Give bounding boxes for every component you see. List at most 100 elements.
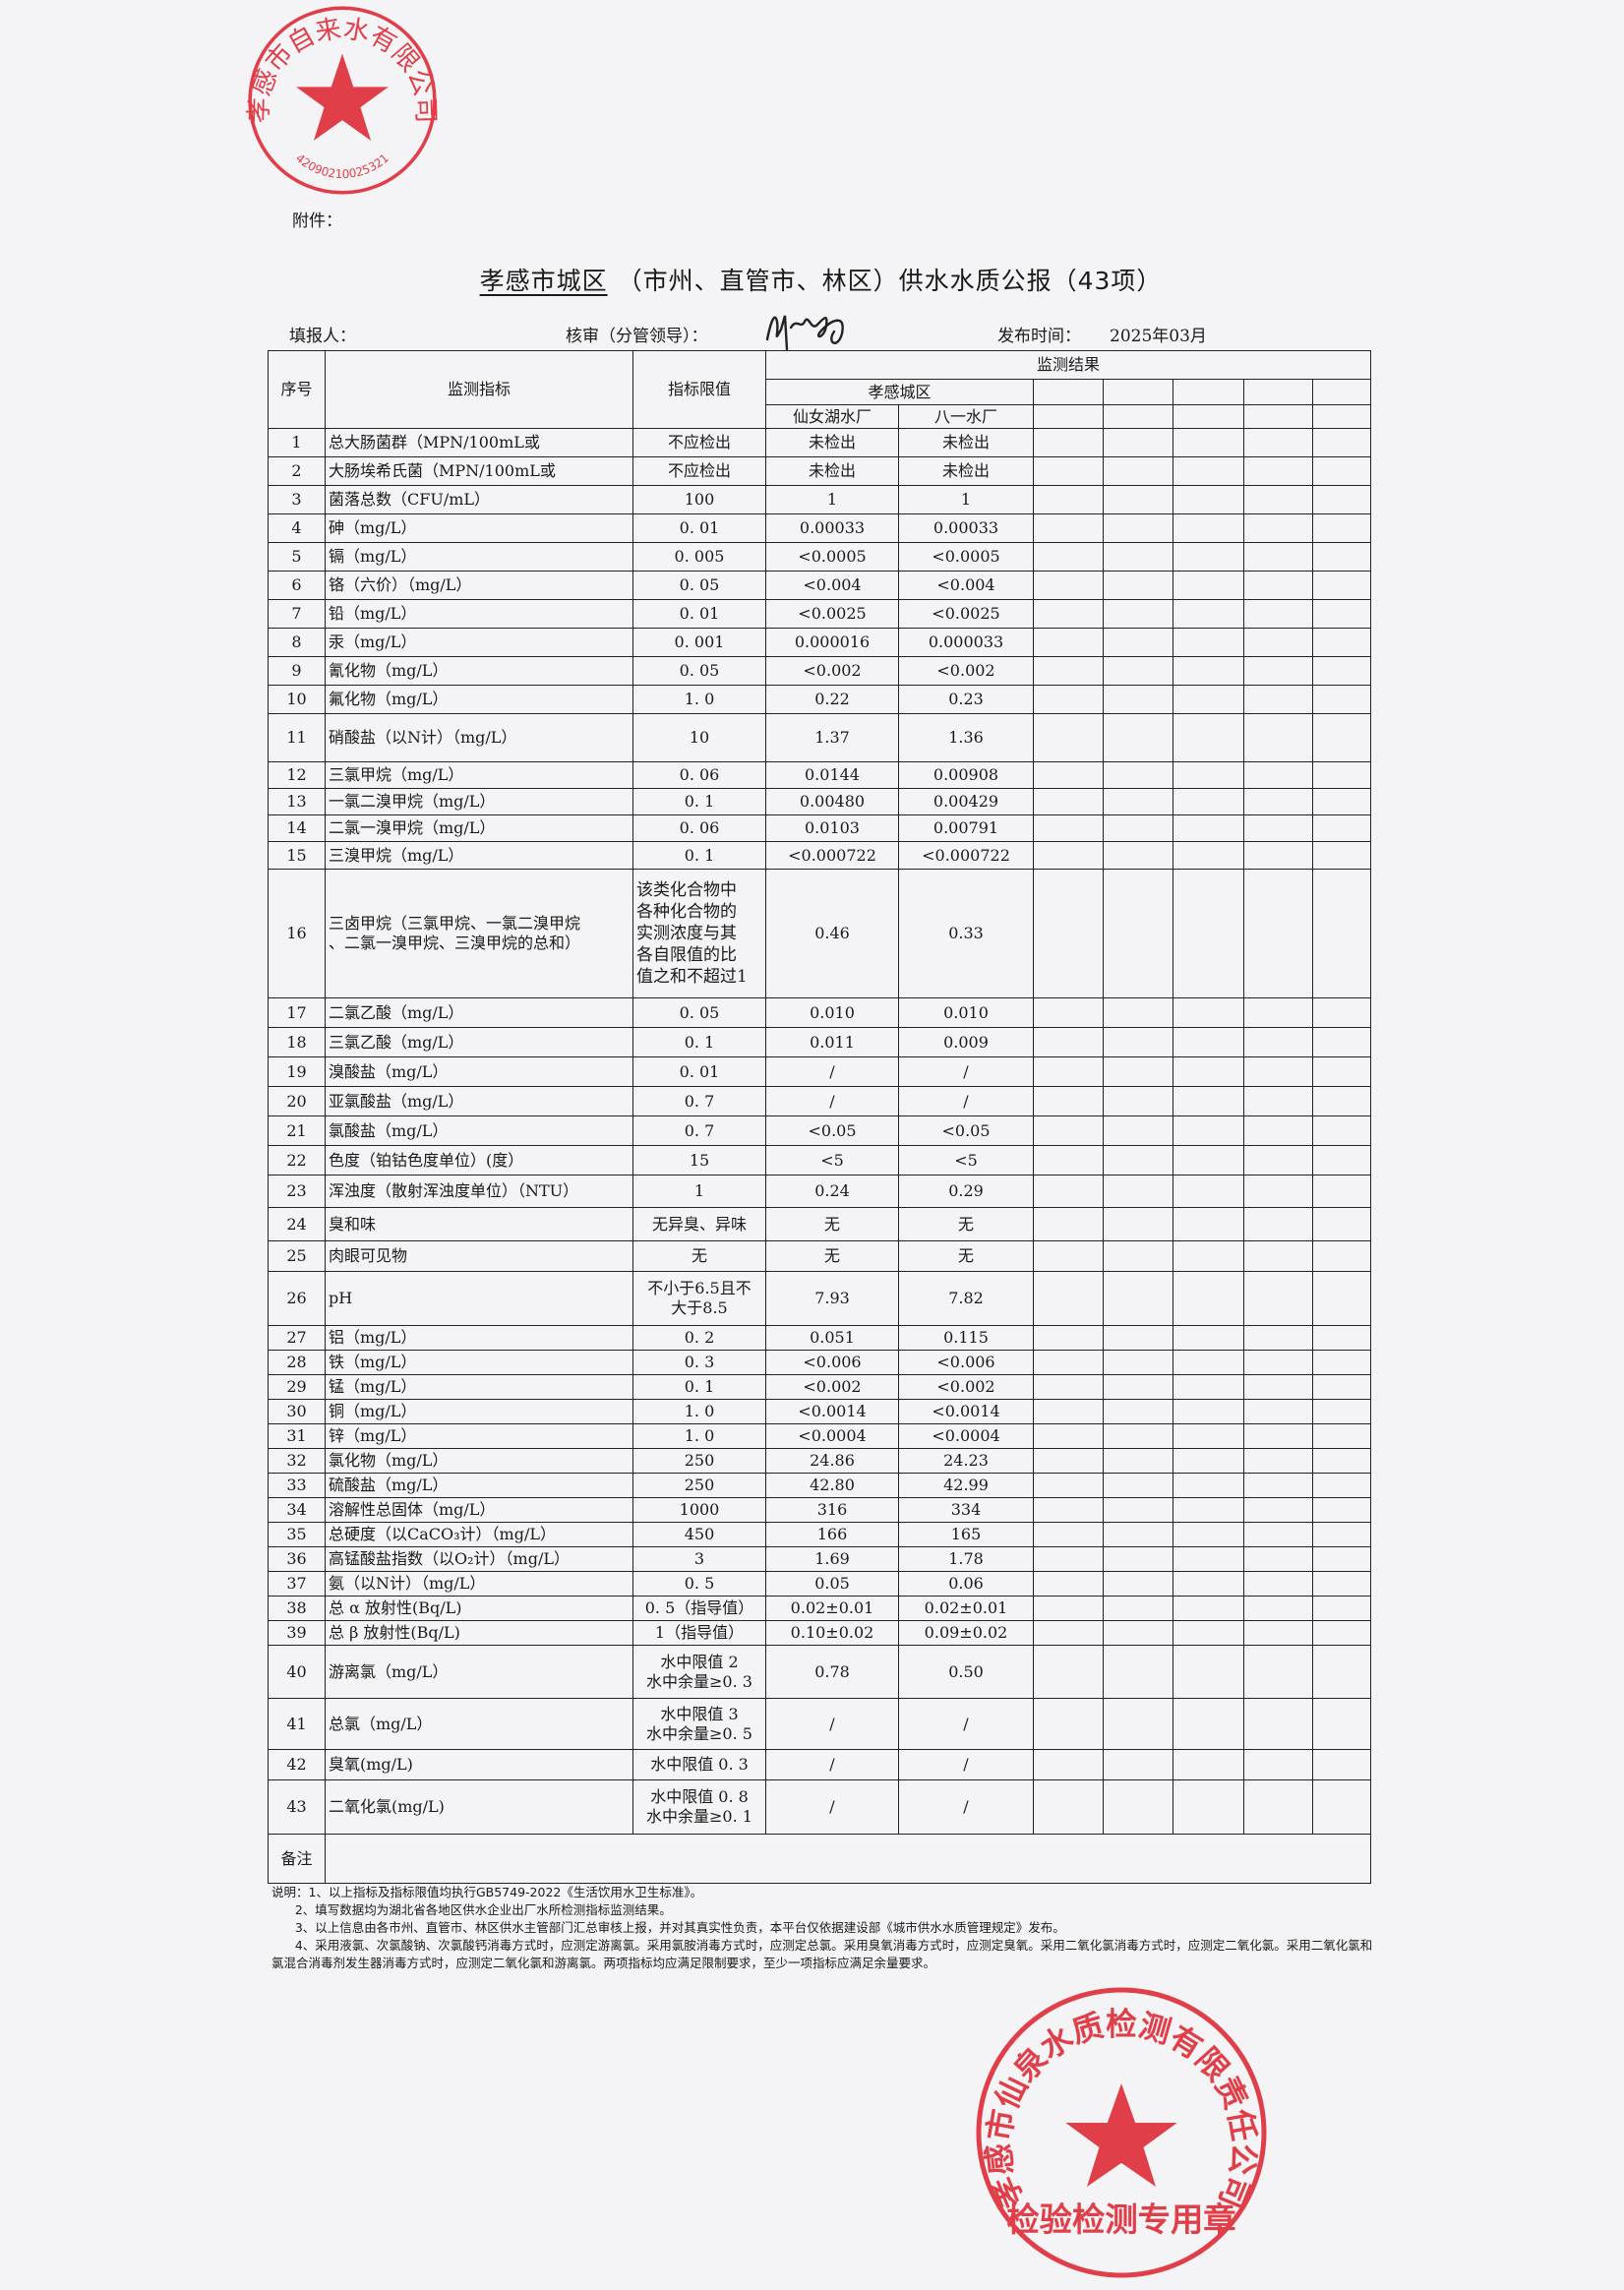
result-xiannvhu: 无 — [765, 1207, 899, 1241]
empty-cell — [1243, 485, 1313, 514]
indicator-name: 三氯乙酸（mg/L） — [325, 1027, 633, 1057]
empty-cell — [1243, 1596, 1313, 1621]
result-bayi: / — [898, 1086, 1034, 1116]
limit-value: 0. 3 — [632, 1350, 766, 1375]
limit-value: 0. 06 — [632, 814, 766, 842]
empty-cell — [1243, 1271, 1313, 1326]
indicator-name: 亚氯酸盐（mg/L） — [325, 1086, 633, 1116]
row-number: 9 — [268, 656, 326, 686]
empty-cell — [1033, 656, 1104, 686]
indicator-name: 二氯乙酸（mg/L） — [325, 997, 633, 1028]
result-xiannvhu: 0.10±0.02 — [765, 1620, 899, 1646]
limit-value: 1 — [632, 1175, 766, 1208]
header-empty — [1033, 404, 1104, 429]
empty-cell — [1173, 1086, 1244, 1116]
row-number: 33 — [268, 1473, 326, 1498]
empty-cell — [1103, 599, 1173, 629]
publish-date: 2025年03月 — [1110, 327, 1207, 346]
result-bayi: 0.010 — [898, 997, 1034, 1028]
empty-cell — [1312, 628, 1371, 657]
indicator-name: 三卤甲烷（三氯甲烷、一氯二溴甲烷 、二氯一溴甲烷、三溴甲烷的总和） — [325, 869, 633, 998]
empty-cell — [1033, 1145, 1104, 1175]
empty-cell — [1103, 1056, 1173, 1087]
result-xiannvhu: 未检出 — [765, 428, 899, 457]
empty-cell — [1103, 1271, 1173, 1326]
result-bayi: 0.06 — [898, 1571, 1034, 1597]
result-bayi: <0.0005 — [898, 542, 1034, 572]
empty-cell — [1103, 628, 1173, 657]
empty-cell — [1173, 456, 1244, 486]
limit-value: 0. 06 — [632, 761, 766, 789]
row-number: 23 — [268, 1175, 326, 1208]
indicator-name: 汞（mg/L） — [325, 628, 633, 657]
empty-cell — [1173, 1423, 1244, 1449]
header-limit: 指标限值 — [632, 350, 766, 429]
empty-cell — [1243, 1145, 1313, 1175]
result-bayi: 0.02±0.01 — [898, 1596, 1034, 1621]
empty-cell — [1173, 1350, 1244, 1375]
empty-cell — [1312, 1448, 1371, 1474]
limit-value: 0. 1 — [632, 841, 766, 870]
indicator-name: 铜（mg/L） — [325, 1399, 633, 1424]
table-row: 24 臭和味 无异臭、异味无无 — [268, 1207, 1371, 1241]
empty-cell — [1312, 713, 1371, 762]
empty-cell — [1312, 1473, 1371, 1498]
indicator-name: 氟化物（mg/L） — [325, 685, 633, 714]
empty-cell — [1173, 1175, 1244, 1208]
result-xiannvhu: <0.0004 — [765, 1423, 899, 1449]
header-empty — [1312, 379, 1371, 405]
empty-cell — [1173, 1240, 1244, 1272]
empty-cell — [1173, 1596, 1244, 1621]
empty-cell — [1033, 1645, 1104, 1699]
result-xiannvhu: <0.002 — [765, 656, 899, 686]
table-row: 31 锌（mg/L） 1. 0 <0.0004 <0.0004 — [268, 1423, 1371, 1449]
limit-value: 1000 — [632, 1497, 766, 1523]
empty-cell — [1173, 841, 1244, 870]
result-xiannvhu: 24.86 — [765, 1448, 899, 1474]
star-icon — [1065, 2083, 1177, 2187]
limit-value: 1（指导值） — [632, 1620, 766, 1646]
indicator-name: 高锰酸盐指数（以O₂计）（mg/L） — [325, 1546, 633, 1572]
empty-cell — [1173, 542, 1244, 572]
empty-cell — [1243, 1325, 1313, 1351]
empty-cell — [1173, 997, 1244, 1028]
header-empty — [1173, 404, 1244, 429]
row-number: 38 — [268, 1596, 326, 1621]
empty-cell — [1033, 1115, 1104, 1146]
result-xiannvhu: 0.000016 — [765, 628, 899, 657]
row-number: 32 — [268, 1448, 326, 1474]
row-number: 13 — [268, 788, 326, 815]
empty-cell — [1312, 656, 1371, 686]
header-empty — [1173, 379, 1244, 405]
indicator-name: 铁（mg/L） — [325, 1350, 633, 1375]
table-row: 23 浑浊度（散射浑浊度单位）（NTU） 1 0.24 0.29 — [268, 1175, 1371, 1208]
indicator-name: 铝（mg/L） — [325, 1325, 633, 1351]
result-bayi: <0.004 — [898, 571, 1034, 600]
table-row: 40 游离氯（mg/L） 水中限值 2 水中余量≥0. 3 0.78 0.50 — [268, 1645, 1371, 1699]
empty-cell — [1243, 761, 1313, 789]
row-number: 11 — [268, 713, 326, 762]
empty-cell — [1243, 656, 1313, 686]
empty-cell — [1243, 1448, 1313, 1474]
limit-value: 0. 5（指导值） — [632, 1596, 766, 1621]
limit-value: 450 — [632, 1522, 766, 1547]
supplier-seal-text: 孝感市自来水有限公司 — [246, 14, 439, 123]
empty-cell — [1033, 1350, 1104, 1375]
empty-cell — [1312, 1596, 1371, 1621]
empty-cell — [1103, 456, 1173, 486]
limit-value: 水中限值 2 水中余量≥0. 3 — [632, 1645, 766, 1699]
limit-value: 无异臭、异味 — [632, 1207, 766, 1241]
empty-cell — [1033, 761, 1104, 789]
empty-cell — [1103, 1374, 1173, 1400]
limit-value: 0. 01 — [632, 513, 766, 543]
table-row: 30 铜（mg/L） 1. 0 <0.0014 <0.0014 — [268, 1399, 1371, 1424]
empty-cell — [1103, 1522, 1173, 1547]
row-number: 41 — [268, 1698, 326, 1750]
result-xiannvhu: 0.011 — [765, 1027, 899, 1057]
limit-value: 1. 0 — [632, 685, 766, 714]
row-number: 4 — [268, 513, 326, 543]
empty-cell — [1312, 1115, 1371, 1146]
empty-cell — [1103, 1145, 1173, 1175]
header-plant-2: 八一水厂 — [898, 404, 1034, 429]
indicator-name: 游离氯（mg/L） — [325, 1645, 633, 1699]
